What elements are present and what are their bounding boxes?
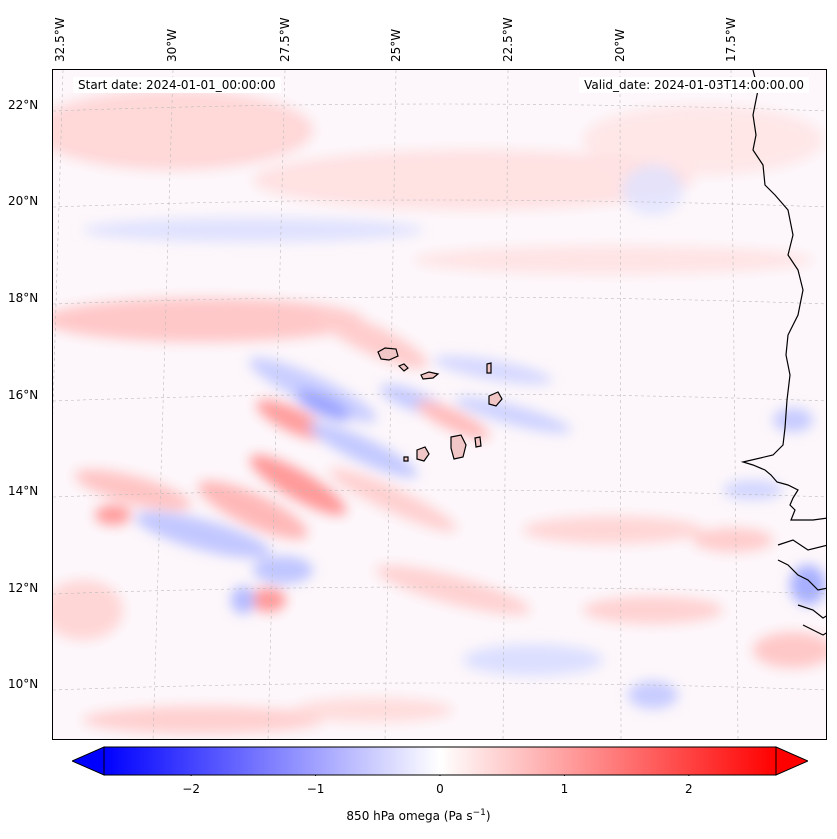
colorbar-title-close: ) (485, 809, 491, 823)
longitude-label: 20°W (613, 28, 627, 62)
meridian-line (267, 70, 286, 739)
colorbar-tick-label: 0 (436, 782, 444, 796)
colorbar (72, 746, 808, 776)
map-panel (52, 69, 827, 740)
meridian-line (502, 70, 509, 739)
meridian-line (152, 70, 174, 739)
parallel-line (53, 199, 826, 208)
guinea-coast (777, 559, 826, 636)
longitude-label: 17.5°W (724, 17, 738, 62)
island-sal (486, 362, 492, 374)
island-boa-vista (488, 391, 503, 407)
parallel-line (53, 586, 826, 595)
longitude-label: 32.5°W (53, 17, 67, 62)
meridian-line (730, 70, 739, 739)
parallel-line (53, 682, 826, 691)
longitude-label: 22.5°W (501, 17, 515, 62)
longitude-label: 25°W (389, 28, 403, 62)
colorbar-min-extension (72, 746, 105, 776)
coastlines (740, 70, 826, 636)
latitude-label: 10°N (8, 677, 39, 691)
colorbar-title: 850 hPa omega (Pa s−1) (0, 808, 837, 823)
island-santo-antao (377, 347, 399, 361)
parallel-line (53, 103, 826, 112)
colorbar-tick-label: −1 (306, 782, 325, 796)
latitude-label: 16°N (8, 388, 39, 402)
island-fogo (416, 446, 430, 462)
colorbar-tick-label: −2 (182, 782, 200, 796)
island-maio (474, 436, 482, 448)
colorbar-max-extension (775, 746, 808, 776)
colorbar-ticks (190, 775, 690, 776)
island-sao-vicente (397, 363, 409, 372)
longitude-label: 30°W (165, 28, 179, 62)
colorbar-gradient (103, 746, 777, 776)
africa-coastline (740, 70, 826, 521)
gambia-coast (777, 539, 826, 551)
latitude-label: 14°N (8, 484, 39, 498)
longitude-label: 27.5°W (278, 17, 292, 62)
start-date-label: Start date: 2024-01-01_00:00:00 (73, 77, 281, 93)
parallel-line (53, 393, 826, 402)
island-brava (403, 456, 409, 462)
colorbar-title-exponent: −1 (472, 808, 486, 818)
meridian-line (384, 70, 397, 739)
latitude-label: 12°N (8, 581, 39, 595)
latitude-label: 18°N (8, 291, 39, 305)
valid-date-label: Valid_date: 2024-01-03T14:00:00.00 (579, 77, 809, 93)
omega-field-shading (53, 90, 826, 734)
colorbar-tick-label: 1 (560, 782, 569, 796)
cape-verde-islands (377, 347, 503, 462)
island-santiago (450, 434, 467, 460)
colorbar-title-text: 850 hPa omega (Pa s (346, 809, 473, 823)
parallel-line (53, 296, 826, 305)
latitude-label: 22°N (8, 98, 39, 112)
parallel-line (53, 489, 826, 498)
latitude-label: 20°N (8, 194, 39, 208)
colorbar-tick-label: 2 (685, 782, 693, 796)
graticule-lines (53, 70, 826, 739)
meridian-line (619, 70, 622, 739)
omega-field-map (53, 70, 826, 739)
island-sao-nicolau (420, 371, 440, 380)
